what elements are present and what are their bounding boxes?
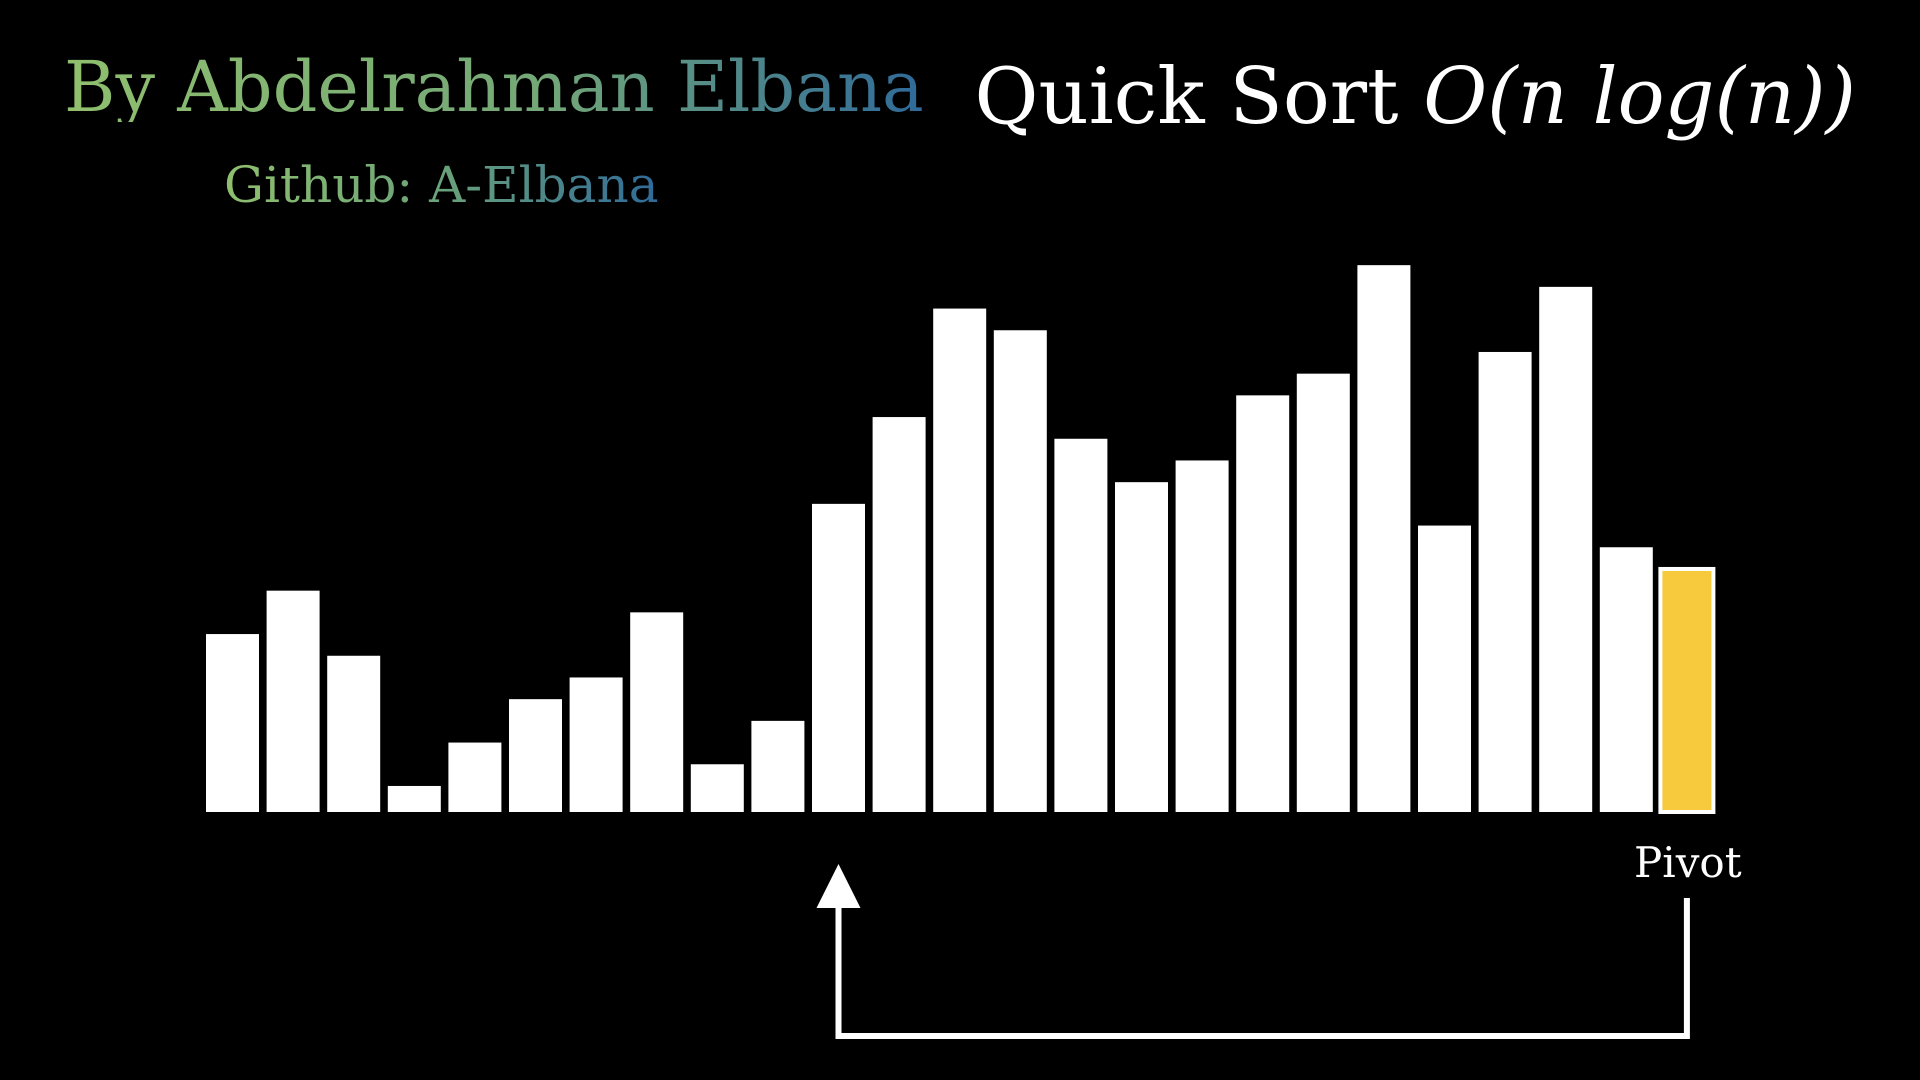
bar	[448, 742, 502, 812]
bar	[509, 699, 562, 812]
pivot-label: Pivot	[1634, 838, 1742, 887]
bar	[1599, 547, 1653, 812]
bar	[266, 590, 320, 812]
bar	[1418, 525, 1471, 812]
complexity-notation: O(n log(n))	[1423, 52, 1856, 142]
bar	[872, 417, 926, 812]
author-credit: By Abdelrahman Elbana	[64, 46, 924, 128]
bar	[993, 330, 1047, 812]
github-credit: Github: A-Elbana	[224, 156, 659, 214]
pivot-arrow-line	[835, 898, 1690, 1039]
bar	[387, 785, 441, 812]
bar	[1054, 438, 1108, 812]
bar	[812, 503, 865, 812]
pivot-arrow-head	[816, 864, 861, 908]
bar	[1236, 395, 1290, 812]
bar	[1478, 351, 1532, 812]
algorithm-title: Quick Sort O(n log(n))	[975, 58, 1856, 136]
bar	[327, 655, 381, 812]
bar	[690, 764, 744, 812]
bar	[630, 612, 684, 812]
bar	[1357, 265, 1411, 812]
bar	[1539, 286, 1593, 812]
bar	[1115, 482, 1168, 812]
bar	[1296, 373, 1350, 812]
bar	[569, 677, 623, 812]
bar	[206, 634, 259, 812]
bar	[933, 308, 987, 812]
title-text: Quick Sort	[974, 52, 1399, 142]
pivot-bar	[1658, 566, 1716, 815]
bar	[751, 720, 805, 812]
bar	[1175, 460, 1229, 812]
